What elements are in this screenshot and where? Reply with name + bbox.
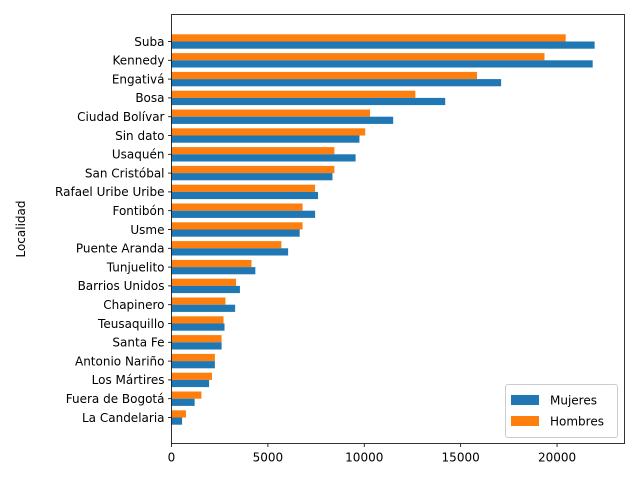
bar-hombres xyxy=(171,222,303,230)
bar-mujeres xyxy=(171,97,446,106)
bar-mujeres xyxy=(171,191,319,200)
y-tick-label: Suba xyxy=(134,35,164,49)
y-axis-label: Localidad xyxy=(14,200,28,257)
y-tick-label: Tunjuelito xyxy=(106,260,165,274)
bar-mujeres xyxy=(171,323,225,331)
y-tick-label: Los Mártires xyxy=(92,373,165,387)
bar-hombres xyxy=(171,90,416,98)
bar-hombres xyxy=(171,184,316,192)
y-tick-label: Puente Aranda xyxy=(76,242,165,256)
bar-mujeres xyxy=(171,417,183,425)
bar-mujeres xyxy=(171,248,289,256)
y-tick-label: San Cristóbal xyxy=(85,166,165,180)
plot-frame xyxy=(171,14,625,444)
bar-hombres xyxy=(171,203,303,211)
bar-hombres xyxy=(171,71,478,80)
bar-hombres xyxy=(171,165,335,174)
bar-hombres xyxy=(171,241,282,249)
y-tick-label: Teusaquillo xyxy=(97,317,164,331)
y-tick-label: Fontibón xyxy=(112,204,164,218)
bar-hombres xyxy=(171,372,212,380)
bars-layer xyxy=(171,34,595,425)
bar-hombres xyxy=(171,53,545,61)
bar-hombres xyxy=(171,297,226,305)
y-tick-label: Ciudad Bolívar xyxy=(77,110,164,124)
x-tick-label: 10000 xyxy=(345,451,383,465)
y-tick-label: Engativá xyxy=(112,72,165,86)
y-tick-label: Sin dato xyxy=(115,129,164,143)
y-tick-label: Chapinero xyxy=(103,298,164,312)
bar-mujeres xyxy=(171,304,236,312)
x-axis-ticks: 0 5000 10000 15000 20000 xyxy=(168,443,576,465)
bar-mujeres xyxy=(171,154,356,162)
legend: Mujeres Hombres xyxy=(505,384,618,438)
bar-mujeres xyxy=(171,210,316,218)
bar-hombres xyxy=(171,147,335,155)
legend-label-mujeres: Mujeres xyxy=(550,394,597,408)
legend-box xyxy=(505,384,618,438)
bar-hombres xyxy=(171,259,252,268)
y-tick-label: Kennedy xyxy=(113,54,165,68)
bar-mujeres xyxy=(171,60,593,68)
y-tick-label: Antonio Nariño xyxy=(75,354,165,368)
x-tick-label: 15000 xyxy=(442,451,480,465)
bar-hombres xyxy=(171,278,237,286)
bar-mujeres xyxy=(171,267,256,275)
bar-mujeres xyxy=(171,116,394,124)
bar-mujeres xyxy=(171,173,333,181)
y-tick-label: Bosa xyxy=(135,91,164,105)
bar-hombres xyxy=(171,34,566,42)
legend-swatch-mujeres xyxy=(511,395,539,405)
bar-hombres xyxy=(171,353,215,362)
bar-hombres xyxy=(171,335,222,343)
bar-hombres xyxy=(171,410,186,418)
bar-mujeres xyxy=(171,79,502,87)
x-tick-label: 5000 xyxy=(253,451,284,465)
x-tick-label: 20000 xyxy=(538,451,576,465)
bar-mujeres xyxy=(171,135,360,143)
bar-mujeres xyxy=(171,398,195,406)
y-tick-label: Santa Fe xyxy=(112,336,164,350)
y-tick-label: La Candelaria xyxy=(82,411,165,425)
bar-mujeres xyxy=(171,229,300,237)
y-tick-label: Barrios Unidos xyxy=(78,279,165,293)
bar-mujeres xyxy=(171,361,215,369)
y-axis-ticks: Suba Kennedy Engativá Bosa Ciudad Bolívar Sin… xyxy=(55,35,172,425)
bar-mujeres xyxy=(171,41,595,49)
bar-hombres xyxy=(171,316,224,324)
y-tick-label: Fuera de Bogotá xyxy=(66,392,165,406)
bar-mujeres xyxy=(171,379,210,388)
y-tick-label: Usaquén xyxy=(112,148,165,162)
bar-mujeres xyxy=(171,285,240,294)
bar-hombres xyxy=(171,391,202,399)
bar-hombres xyxy=(171,109,371,117)
legend-swatch-hombres xyxy=(511,416,539,426)
legend-label-hombres: Hombres xyxy=(550,415,604,429)
x-tick-label: 0 xyxy=(168,451,176,465)
y-tick-label: Usme xyxy=(130,223,164,237)
bar-hombres xyxy=(171,128,366,136)
y-tick-label: Rafael Uribe Uribe xyxy=(55,185,164,199)
bar-mujeres xyxy=(171,342,222,350)
